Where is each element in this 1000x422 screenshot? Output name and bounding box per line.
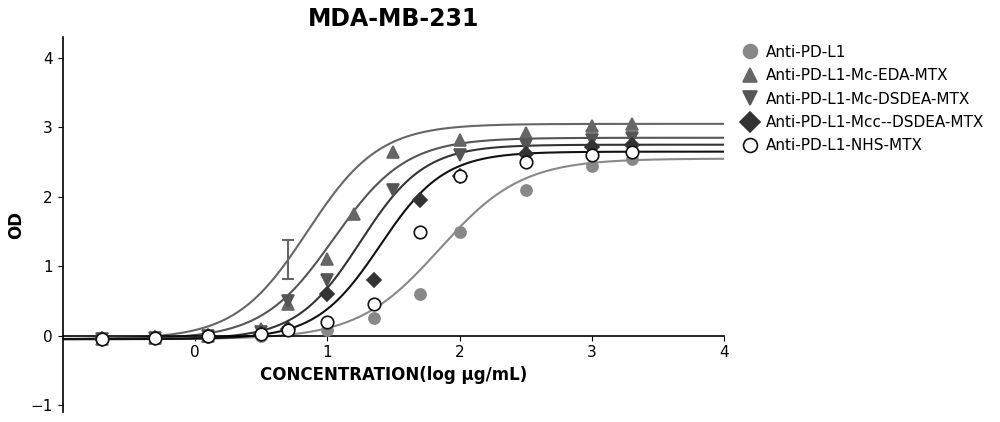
Anti-PD-L1-NHS-MTX bbox=[321, 319, 333, 325]
Y-axis label: OD: OD bbox=[7, 211, 25, 238]
Anti-PD-L1-NHS-MTX bbox=[626, 149, 638, 154]
Anti-PD-L1 bbox=[520, 187, 532, 192]
Anti-PD-L1-NHS-MTX bbox=[202, 334, 214, 339]
Line: Anti-PD-L1-Mc-DSDEA-MTX: Anti-PD-L1-Mc-DSDEA-MTX bbox=[96, 132, 638, 345]
Anti-PD-L1-NHS-MTX bbox=[414, 229, 426, 234]
Anti-PD-L1-Mcc--DSDEA-MTX bbox=[454, 173, 466, 179]
Anti-PD-L1-Mc-DSDEA-MTX bbox=[454, 153, 466, 158]
Anti-PD-L1 bbox=[368, 316, 380, 321]
Line: Anti-PD-L1-Mcc--DSDEA-MTX: Anti-PD-L1-Mcc--DSDEA-MTX bbox=[97, 140, 636, 344]
Line: Anti-PD-L1-NHS-MTX: Anti-PD-L1-NHS-MTX bbox=[96, 146, 638, 345]
Anti-PD-L1-Mc-EDA-MTX bbox=[255, 326, 267, 331]
Anti-PD-L1-Mc-EDA-MTX bbox=[321, 257, 333, 262]
Anti-PD-L1-Mcc--DSDEA-MTX bbox=[96, 337, 108, 342]
Anti-PD-L1-Mc-DSDEA-MTX bbox=[626, 135, 638, 140]
Anti-PD-L1-Mc-DSDEA-MTX bbox=[321, 278, 333, 283]
Anti-PD-L1-Mc-EDA-MTX bbox=[348, 211, 360, 216]
Anti-PD-L1-NHS-MTX bbox=[454, 173, 466, 179]
Anti-PD-L1-NHS-MTX bbox=[255, 332, 267, 337]
Anti-PD-L1 bbox=[96, 337, 108, 342]
Anti-PD-L1-NHS-MTX bbox=[282, 327, 294, 333]
Anti-PD-L1-Mcc--DSDEA-MTX bbox=[586, 144, 598, 149]
Legend: Anti-PD-L1, Anti-PD-L1-Mc-EDA-MTX, Anti-PD-L1-Mc-DSDEA-MTX, Anti-PD-L1-Mcc--DSDE: Anti-PD-L1, Anti-PD-L1-Mc-EDA-MTX, Anti-… bbox=[738, 37, 992, 161]
Anti-PD-L1-NHS-MTX bbox=[149, 335, 161, 340]
Anti-PD-L1 bbox=[255, 333, 267, 338]
Anti-PD-L1-Mc-DSDEA-MTX bbox=[255, 330, 267, 335]
Anti-PD-L1 bbox=[454, 229, 466, 234]
Anti-PD-L1 bbox=[321, 327, 333, 333]
Anti-PD-L1-Mc-EDA-MTX bbox=[387, 149, 399, 154]
Anti-PD-L1-Mcc--DSDEA-MTX bbox=[321, 292, 333, 297]
Anti-PD-L1-Mc-DSDEA-MTX bbox=[282, 298, 294, 303]
Line: Anti-PD-L1-Mc-EDA-MTX: Anti-PD-L1-Mc-EDA-MTX bbox=[96, 118, 638, 345]
Anti-PD-L1-Mcc--DSDEA-MTX bbox=[520, 151, 532, 156]
Anti-PD-L1 bbox=[626, 156, 638, 161]
Anti-PD-L1 bbox=[149, 336, 161, 341]
Anti-PD-L1 bbox=[202, 335, 214, 340]
Anti-PD-L1 bbox=[586, 163, 598, 168]
Title: MDA-MB-231: MDA-MB-231 bbox=[308, 7, 479, 31]
Anti-PD-L1-Mc-EDA-MTX bbox=[282, 302, 294, 307]
Anti-PD-L1-Mc-DSDEA-MTX bbox=[96, 337, 108, 342]
Anti-PD-L1-NHS-MTX bbox=[96, 337, 108, 342]
Anti-PD-L1-Mc-EDA-MTX bbox=[586, 123, 598, 128]
Anti-PD-L1-Mcc--DSDEA-MTX bbox=[368, 278, 380, 283]
Anti-PD-L1-NHS-MTX bbox=[520, 160, 532, 165]
Anti-PD-L1-Mc-EDA-MTX bbox=[96, 337, 108, 342]
Anti-PD-L1-Mcc--DSDEA-MTX bbox=[282, 326, 294, 331]
Anti-PD-L1-Mcc--DSDEA-MTX bbox=[202, 334, 214, 339]
Anti-PD-L1-Mc-EDA-MTX bbox=[149, 335, 161, 340]
Anti-PD-L1-Mc-DSDEA-MTX bbox=[387, 187, 399, 192]
Anti-PD-L1-Mcc--DSDEA-MTX bbox=[626, 142, 638, 147]
Anti-PD-L1-Mc-EDA-MTX bbox=[520, 130, 532, 135]
Anti-PD-L1-Mc-DSDEA-MTX bbox=[586, 137, 598, 142]
Anti-PD-L1 bbox=[414, 292, 426, 297]
Anti-PD-L1-Mcc--DSDEA-MTX bbox=[414, 198, 426, 203]
Anti-PD-L1-Mcc--DSDEA-MTX bbox=[149, 335, 161, 340]
Anti-PD-L1-NHS-MTX bbox=[586, 153, 598, 158]
Anti-PD-L1-Mcc--DSDEA-MTX bbox=[255, 332, 267, 337]
Anti-PD-L1-Mc-EDA-MTX bbox=[454, 137, 466, 142]
Line: Anti-PD-L1: Anti-PD-L1 bbox=[97, 153, 637, 345]
X-axis label: CONCENTRATION(log μg/mL): CONCENTRATION(log μg/mL) bbox=[260, 366, 527, 384]
Anti-PD-L1-Mc-DSDEA-MTX bbox=[149, 335, 161, 340]
Anti-PD-L1-Mc-EDA-MTX bbox=[626, 122, 638, 127]
Anti-PD-L1-Mc-DSDEA-MTX bbox=[520, 142, 532, 147]
Anti-PD-L1-NHS-MTX bbox=[368, 302, 380, 307]
Anti-PD-L1-Mc-DSDEA-MTX bbox=[202, 334, 214, 339]
Anti-PD-L1-Mc-EDA-MTX bbox=[202, 333, 214, 338]
